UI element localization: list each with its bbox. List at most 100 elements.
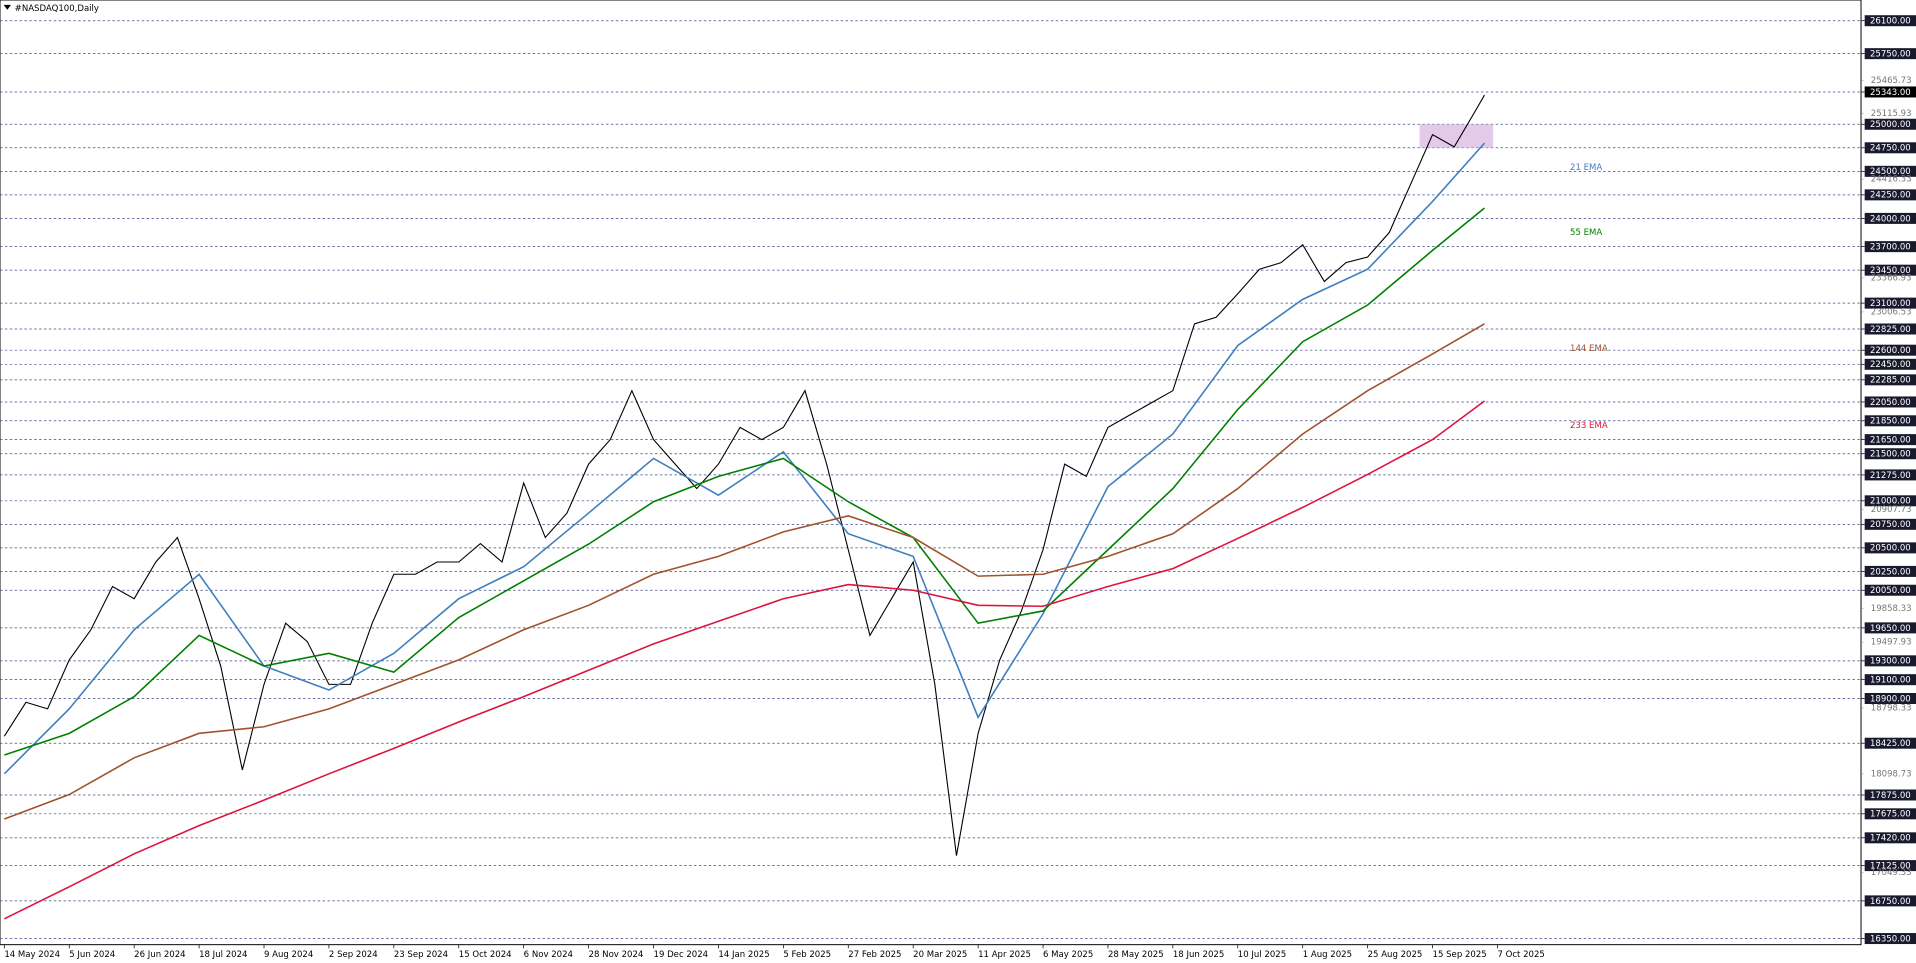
scale-tick-label: 25115.93 <box>1871 109 1912 119</box>
y-tick-label: 24250.00 <box>1870 191 1911 201</box>
y-tick-label: 25750.00 <box>1870 50 1911 60</box>
y-tick-label: 16350.00 <box>1870 934 1911 944</box>
y-label-box <box>1864 323 1916 335</box>
y-tick-label: 21850.00 <box>1870 417 1911 427</box>
scale-tick-label: 19497.93 <box>1871 638 1912 648</box>
x-tick-label: 15 Oct 2024 <box>459 950 512 960</box>
x-tick-label: 28 May 2025 <box>1108 950 1164 960</box>
y-label-box <box>1864 434 1916 446</box>
y-label-box <box>1864 118 1916 130</box>
y-label-box <box>1864 358 1916 370</box>
y-label-box <box>1864 15 1916 27</box>
y-label-box <box>1864 895 1916 907</box>
y-label-box <box>1864 674 1916 686</box>
price-zone <box>1419 124 1494 148</box>
x-tick-label: 9 Aug 2024 <box>264 950 313 960</box>
y-label-box <box>1864 565 1916 577</box>
ema-line <box>3 400 1485 920</box>
y-tick-label: 22600.00 <box>1870 346 1911 356</box>
x-tick-label: 14 May 2024 <box>4 950 60 960</box>
y-label-box <box>1864 212 1916 224</box>
plot-frame <box>0 0 1862 946</box>
y-label-box <box>1864 518 1916 530</box>
scale-tick-label: 23366.93 <box>1871 273 1912 283</box>
y-label-box <box>1864 374 1916 386</box>
series-label: 144 EMA <box>1570 344 1608 354</box>
y-tick-label: 23700.00 <box>1870 243 1911 253</box>
y-tick-label: 26100.00 <box>1870 17 1911 27</box>
x-tick-label: 28 Nov 2024 <box>589 950 644 960</box>
x-tick-label: 15 Sep 2025 <box>1433 950 1487 960</box>
y-label-box <box>1864 48 1916 60</box>
scale-tick-label: 23006.53 <box>1871 307 1912 317</box>
x-tick-label: 27 Feb 2025 <box>848 950 901 960</box>
y-label-box <box>1864 542 1916 554</box>
y-label-box <box>1864 189 1916 201</box>
chart-title: #NASDAQ100,Daily <box>15 4 99 14</box>
x-tick-label: 5 Jun 2024 <box>69 950 115 960</box>
y-label-box <box>1864 832 1916 844</box>
y-label-box <box>1864 448 1916 460</box>
y-tick-label: 17125.00 <box>1870 861 1911 871</box>
x-tick-label: 1 Aug 2025 <box>1303 950 1352 960</box>
x-tick-label: 18 Jun 2025 <box>1173 950 1224 960</box>
y-tick-label: 24750.00 <box>1870 144 1911 154</box>
x-tick-label: 19 Dec 2024 <box>654 950 709 960</box>
y-tick-label: 17420.00 <box>1870 834 1911 844</box>
x-tick-label: 7 Oct 2025 <box>1497 950 1544 960</box>
x-tick-label: 11 Apr 2025 <box>978 950 1031 960</box>
y-label-box <box>1864 415 1916 427</box>
y-tick-label: 24000.00 <box>1870 214 1911 224</box>
y-tick-label: 22285.00 <box>1870 376 1911 386</box>
ema-line <box>4 207 1485 756</box>
y-label-box <box>1864 264 1916 276</box>
y-label-box <box>1864 495 1916 507</box>
y-tick-label: 21500.00 <box>1870 450 1911 460</box>
y-tick-label: 20500.00 <box>1870 544 1911 554</box>
menu-arrow <box>3 4 11 10</box>
y-label-box <box>1864 86 1916 98</box>
y-tick-label: 22825.00 <box>1870 325 1911 335</box>
y-tick-label: 17875.00 <box>1870 791 1911 801</box>
y-tick-label: 16750.00 <box>1870 897 1911 907</box>
y-label-box <box>1864 396 1916 408</box>
y-tick-label: 20050.00 <box>1870 586 1911 596</box>
x-tick-label: 10 Jul 2025 <box>1238 950 1286 960</box>
y-label-box <box>1864 789 1916 801</box>
scale-tick-label: 19858.33 <box>1871 604 1912 614</box>
y-tick-label: 21275.00 <box>1870 471 1911 481</box>
y-tick-label: 19650.00 <box>1870 624 1911 634</box>
x-tick-label: 23 Sep 2024 <box>394 950 448 960</box>
y-label-box <box>1864 344 1916 356</box>
x-tick-label: 14 Jan 2025 <box>718 950 769 960</box>
y-tick-label: 19100.00 <box>1870 676 1911 686</box>
y-tick-label: 22450.00 <box>1870 360 1911 370</box>
y-label-box <box>1864 297 1916 309</box>
y-tick-label: 20750.00 <box>1870 520 1911 530</box>
y-label-box <box>1864 584 1916 596</box>
y-label-box <box>1864 142 1916 154</box>
y-tick-label: 25343.00 <box>1870 88 1911 98</box>
y-label-box <box>1864 469 1916 481</box>
x-tick-label: 20 Mar 2025 <box>913 950 967 960</box>
scale-tick-label: 17049.33 <box>1871 868 1912 878</box>
scale-tick-label: 25465.73 <box>1871 76 1912 86</box>
y-tick-label: 18425.00 <box>1870 739 1911 749</box>
y-label-box <box>1864 693 1916 704</box>
y-tick-label: 21650.00 <box>1870 435 1911 445</box>
y-tick-label: 25000.00 <box>1870 120 1911 130</box>
y-label-box <box>1864 808 1916 820</box>
y-label-box <box>1864 622 1916 634</box>
series-label: 233 EMA <box>1570 421 1608 431</box>
y-tick-label: 19300.00 <box>1870 657 1911 667</box>
ema-line <box>3 142 1486 775</box>
x-tick-label: 2 Sep 2024 <box>329 950 378 960</box>
ema-line <box>4 323 1485 820</box>
y-label-box <box>1864 241 1916 253</box>
y-label-box <box>1864 860 1916 872</box>
y-label-box <box>1864 737 1916 749</box>
x-tick-label: 6 May 2025 <box>1043 950 1093 960</box>
scale-tick-label: 24416.33 <box>1871 175 1912 185</box>
